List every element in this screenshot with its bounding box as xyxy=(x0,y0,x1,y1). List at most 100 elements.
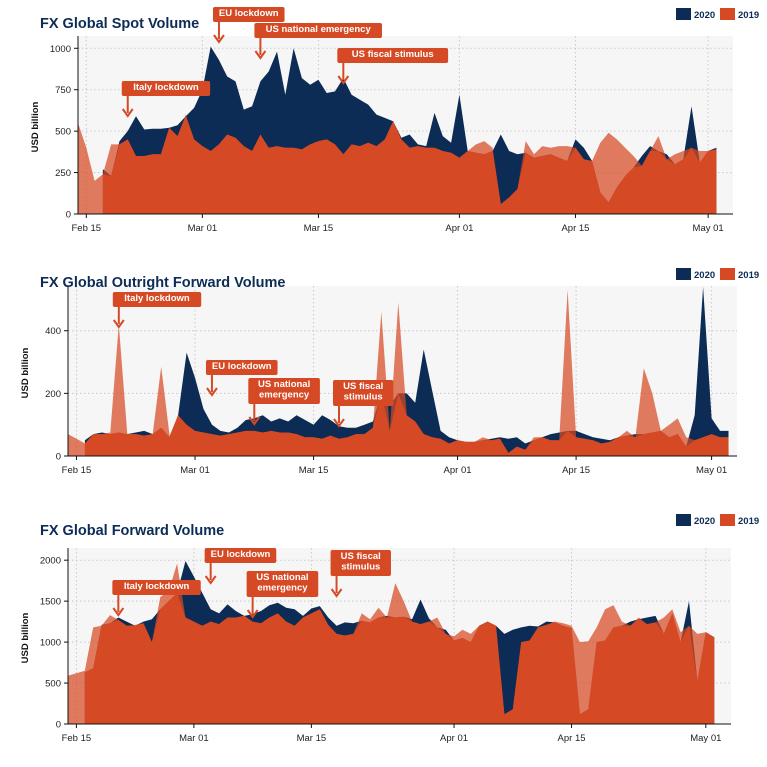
chart-title: FX Global Outright Forward Volume xyxy=(40,275,285,291)
chart-title: FX Global Spot Volume xyxy=(40,16,199,32)
x-tick-label: Feb 15 xyxy=(72,223,102,234)
y-tick-label: 750 xyxy=(55,85,71,96)
x-tick-label: Apr 01 xyxy=(445,223,473,234)
legend: 2020 2019 xyxy=(676,8,759,21)
annotation-1: Italy lockdown xyxy=(112,580,201,617)
x-tick-label: Mar 01 xyxy=(179,733,209,744)
chart-title: FX Global Forward Volume xyxy=(40,523,224,539)
annotation-text-line: US national xyxy=(258,379,310,390)
annotation-box xyxy=(204,548,277,563)
y-tick-label: 500 xyxy=(55,127,71,138)
y-tick-label: 2000 xyxy=(40,556,61,567)
annotation-box xyxy=(332,380,394,406)
x-tick-label: Apr 15 xyxy=(558,733,586,744)
x-tick-label: Mar 15 xyxy=(304,223,334,234)
annotation-arrow-head xyxy=(213,34,225,44)
annotation-text: US national emergency xyxy=(266,24,372,35)
legend-label-2020: 2020 xyxy=(694,10,715,21)
annotation-box xyxy=(254,23,383,38)
x-tick-label: Apr 15 xyxy=(562,465,590,476)
annotation-arrow-head xyxy=(121,108,134,118)
legend-label-2019: 2019 xyxy=(738,516,759,527)
legend-label-2020: 2020 xyxy=(694,270,715,281)
y-axis-label: USD billion xyxy=(20,612,31,663)
annotation-text-line: stimulus xyxy=(344,392,383,403)
annotation-text-line: US fiscal xyxy=(343,381,383,392)
annotation-arrow-head xyxy=(206,387,218,397)
annotation-2: EU lockdown xyxy=(204,548,277,585)
series-overlap-2019 xyxy=(84,593,715,724)
legend-swatch-2019 xyxy=(720,268,735,280)
legend-swatch-2020 xyxy=(676,268,691,280)
legend-swatch-2019 xyxy=(720,514,735,526)
y-axis-label: USD billion xyxy=(20,347,31,398)
annotation-box xyxy=(205,360,278,375)
chart-panel-3: 0 500 1000 1500 2000 Feb 15 Mar 01 Mar 15 Apr 01… xyxy=(20,514,759,744)
annotation-box xyxy=(112,580,201,595)
annotation-box xyxy=(246,571,319,597)
y-tick-label: 0 xyxy=(56,452,61,463)
annotation-text: US fiscal stimulus xyxy=(352,49,434,60)
annotation-arrow-head xyxy=(204,575,217,585)
annotation-text: US fiscal stimulus xyxy=(341,551,381,573)
annotation-box xyxy=(337,48,449,63)
annotation-3: US national emergency xyxy=(254,23,383,60)
annotation-box xyxy=(212,7,285,22)
annotation-arrow-head xyxy=(246,609,259,619)
annotation-text-line: stimulus xyxy=(341,562,380,573)
x-tick-label: Mar 01 xyxy=(180,465,210,476)
annotation-1: Italy lockdown xyxy=(121,81,211,118)
annotation-arrow-head xyxy=(112,607,125,617)
x-tick-label: Mar 15 xyxy=(297,733,327,744)
annotation-text: Italy lockdown xyxy=(133,82,199,93)
chart-panel-2: 0 200 400 Feb 15 Mar 01 Mar 15 Apr 01 Apr 15 May… xyxy=(20,268,759,476)
annotation-arrow-head xyxy=(337,75,350,85)
x-tick-label: Apr 15 xyxy=(561,223,589,234)
y-tick-label: 1000 xyxy=(50,44,71,55)
x-tick-label: Mar 15 xyxy=(299,465,329,476)
x-tick-label: Feb 15 xyxy=(62,733,92,744)
legend-label-2019: 2019 xyxy=(738,270,759,281)
y-tick-label: 200 xyxy=(45,389,61,400)
annotation-2: EU lockdown xyxy=(205,360,278,397)
annotation-4: US fiscal stimulus xyxy=(337,48,449,85)
legend: 2020 2019 xyxy=(676,514,759,527)
annotation-text: US fiscal stimulus xyxy=(343,381,383,403)
annotation-2: EU lockdown xyxy=(212,7,285,44)
x-tick-label: Apr 01 xyxy=(440,733,468,744)
annotation-text: US national emergency xyxy=(256,572,308,594)
annotation-arrow-head xyxy=(254,50,267,60)
legend: 2020 2019 xyxy=(676,268,759,281)
annotation-arrow-head xyxy=(333,418,345,428)
x-tick-label: Apr 01 xyxy=(444,465,472,476)
annotation-text: EU lockdown xyxy=(212,361,272,372)
y-tick-label: 0 xyxy=(56,720,61,731)
annotation-1: Italy lockdown xyxy=(112,292,202,329)
annotation-text: Italy lockdown xyxy=(124,293,190,304)
legend-label-2019: 2019 xyxy=(738,10,759,21)
series-area-2019 xyxy=(68,290,729,456)
annotation-3: US national emergency xyxy=(246,571,319,619)
series-overlap-2019 xyxy=(102,116,717,214)
annotation-text: EU lockdown xyxy=(211,549,271,560)
annotation-box xyxy=(121,81,211,96)
annotation-arrow-head xyxy=(112,319,125,329)
annotation-4: US fiscal stimulus xyxy=(330,550,391,598)
annotation-text-line: US national xyxy=(256,572,308,583)
y-tick-label: 1000 xyxy=(40,638,61,649)
y-tick-label: 250 xyxy=(55,168,71,179)
y-tick-label: 1500 xyxy=(40,597,61,608)
y-tick-label: 500 xyxy=(45,679,61,690)
series-overlap-2019 xyxy=(84,393,729,456)
legend-swatch-2019 xyxy=(720,8,735,20)
annotation-arrow-head xyxy=(330,588,343,598)
annotation-box xyxy=(112,292,202,307)
annotation-text-line: emergency xyxy=(257,583,308,594)
annotation-arrow-head xyxy=(248,416,261,426)
annotation-4: US fiscal stimulus xyxy=(332,380,394,428)
chart-panel-1: 0 250 500 750 1000 Feb 15 Mar 01 Mar 15 Apr 01 Ap… xyxy=(30,7,759,234)
x-tick-label: Feb 15 xyxy=(62,465,92,476)
annotation-box xyxy=(248,378,320,404)
annotation-3: US national emergency xyxy=(248,378,320,426)
